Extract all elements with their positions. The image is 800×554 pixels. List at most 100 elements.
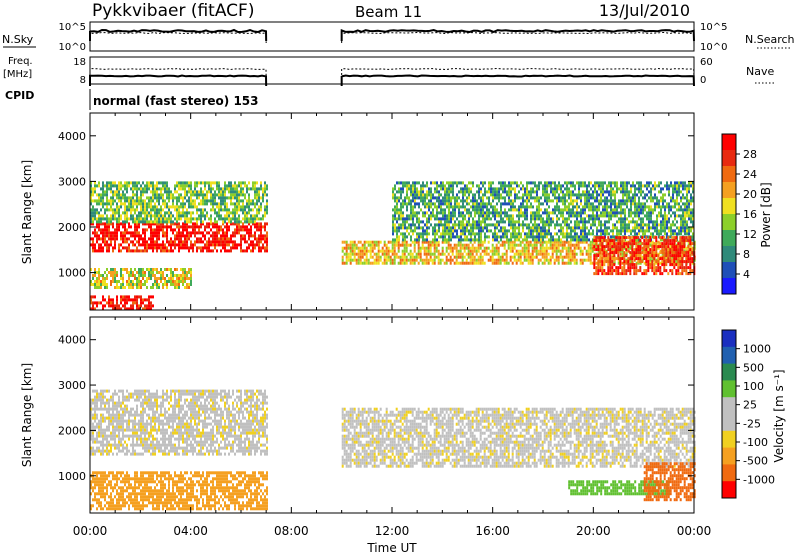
- velocity-colorbar-swatch: [722, 346, 736, 365]
- time-tick-label: 12:00: [375, 524, 410, 538]
- velocity-panel: 1000 2000 3000 4000 Slant Range [km]: [20, 316, 696, 514]
- power-colorbar-swatch: [722, 166, 736, 183]
- cpid-label: CPID: [5, 89, 34, 102]
- freq-tick-top: 18: [73, 57, 86, 68]
- power-region-2: [90, 295, 154, 311]
- time-axis: 00:00 04:00 08:00 12:00 16:00 20:00 00:00: [73, 524, 712, 538]
- velocity-colorbar-tick-label: 1000: [743, 343, 771, 356]
- velocity-colorbar-swatch: [722, 464, 736, 482]
- freq-panel: Freq. [MHz] 18 8 60 0 Nave: [3, 56, 775, 87]
- nsearch-tick-bottom: 10^0: [700, 42, 727, 53]
- velocity-colorbar-swatch: [722, 414, 736, 432]
- vel-region-1: [90, 471, 268, 511]
- power-colorbar-swatch: [722, 134, 736, 151]
- velocity-colorbar-swatch: [722, 481, 736, 499]
- freq-frame: [89, 56, 695, 85]
- power-region-0: [90, 222, 268, 253]
- velocity-colorbar-swatch: [722, 380, 736, 398]
- nave-tick-bottom: 0: [700, 75, 706, 86]
- freq-trace: [89, 67, 695, 80]
- velocity-heatmap: [90, 389, 696, 511]
- time-axis-label: Time UT: [366, 541, 417, 554]
- power-colorbar-swatch: [722, 198, 736, 215]
- velocity-colorbar-swatch: [722, 363, 736, 381]
- vel-ytick-label: 1000: [58, 470, 86, 483]
- power-colorbar-label: Power [dB]: [759, 182, 773, 247]
- power-colorbar: 28 24 20 16 12 8 4: [721, 133, 757, 295]
- time-tick-label: 08:00: [274, 524, 309, 538]
- power-ytick-label: 1000: [58, 267, 86, 280]
- power-colorbar-swatch: [722, 182, 736, 199]
- power-region-5: [392, 181, 694, 242]
- velocity-colorbar-tick-label: -25: [743, 417, 761, 430]
- power-colorbar-swatch: [722, 278, 736, 295]
- time-tick-label: 16:00: [475, 524, 510, 538]
- power-colorbar-swatch: [722, 246, 736, 263]
- time-tick-label: 20:00: [576, 524, 611, 538]
- power-region-4: [341, 240, 696, 265]
- date-title: 13/Jul/2010: [599, 1, 690, 20]
- time-tick-label: 00:00: [677, 524, 712, 538]
- power-colorbar-tick-label: 12: [743, 228, 757, 241]
- nsearch-trace: [89, 31, 695, 44]
- beam-title: Beam 11: [355, 3, 422, 21]
- velocity-colorbar-tick-label: -100: [743, 436, 768, 449]
- freq-label-line2: [MHz]: [3, 69, 32, 80]
- power-colorbar-tick-label: 8: [743, 248, 750, 261]
- nsky-label: N.Sky: [2, 33, 34, 46]
- power-colorbar-swatch: [722, 214, 736, 231]
- velocity-colorbar-tick-label: 25: [743, 399, 757, 412]
- vel-ytick-label: 3000: [58, 379, 86, 392]
- nsky-tick-bottom: 10^0: [59, 42, 86, 53]
- power-colorbar-tick-label: 4: [743, 268, 750, 281]
- vel-ytick-label: 2000: [58, 424, 86, 437]
- nsky-panel: N.Sky 10^5 10^0 10^5 10^0 N.Search: [2, 21, 795, 53]
- power-colorbar-tick-label: 28: [743, 148, 757, 161]
- power-colorbar-swatch: [722, 150, 736, 167]
- velocity-colorbar-swatch: [722, 430, 736, 449]
- velocity-colorbar: 1000 500 100 25 -25 -100 -500 -1000: [721, 329, 775, 499]
- power-region-6: [593, 236, 696, 276]
- vel-region-4: [643, 462, 696, 502]
- nsky-tick-top: 10^5: [59, 22, 86, 33]
- velocity-colorbar-swatch: [722, 397, 736, 415]
- nsky-frame: [89, 21, 695, 52]
- velocity-ylabel: Slant Range [km]: [20, 363, 34, 467]
- time-tick-label: 00:00: [73, 524, 108, 538]
- station-title: Pykkvibaer (fitACF): [92, 1, 254, 21]
- power-region-3: [90, 268, 192, 289]
- freq-label-line1: Freq.: [8, 56, 33, 67]
- vel-region-0: [90, 389, 268, 456]
- time-tick-label: 04:00: [173, 524, 208, 538]
- velocity-colorbar-swatch: [722, 447, 736, 465]
- cpid-value: normal (fast stereo) 153: [93, 94, 259, 108]
- power-colorbar-tick-label: 16: [743, 208, 757, 221]
- velocity-colorbar-tick-label: -500: [743, 455, 768, 468]
- nsearch-label: N.Search: [745, 33, 795, 46]
- power-heatmap: [90, 181, 696, 311]
- power-ylabel: Slant Range [km]: [20, 160, 34, 264]
- power-panel: 1000 2000 3000 4000 Slant Range [km]: [20, 112, 696, 311]
- nave-trace: [89, 74, 695, 87]
- velocity-colorbar-label: Velocity [m s⁻¹]: [772, 369, 786, 462]
- velocity-colorbar-tick-label: -1000: [743, 473, 775, 486]
- vel-region-2: [341, 407, 696, 468]
- power-colorbar-tick-label: 24: [743, 168, 757, 181]
- freq-tick-bottom: 8: [80, 75, 86, 86]
- power-colorbar-tick-label: 20: [743, 188, 757, 201]
- velocity-colorbar-swatch: [722, 330, 736, 348]
- power-region-1: [90, 181, 268, 224]
- power-colorbar-swatch: [722, 262, 736, 279]
- nave-tick-top: 60: [700, 57, 713, 68]
- velocity-colorbar-tick-label: 500: [743, 361, 764, 374]
- nave-label: Nave: [746, 65, 774, 78]
- power-ytick-label: 3000: [58, 175, 86, 188]
- power-ytick-label: 2000: [58, 221, 86, 234]
- nsky-trace: [89, 28, 695, 42]
- velocity-colorbar-tick-label: 100: [743, 380, 764, 393]
- vel-ytick-label: 4000: [58, 334, 86, 347]
- power-colorbar-swatch: [722, 230, 736, 247]
- power-ytick-label: 4000: [58, 130, 86, 143]
- velocity-colorbar-frame: [721, 329, 737, 499]
